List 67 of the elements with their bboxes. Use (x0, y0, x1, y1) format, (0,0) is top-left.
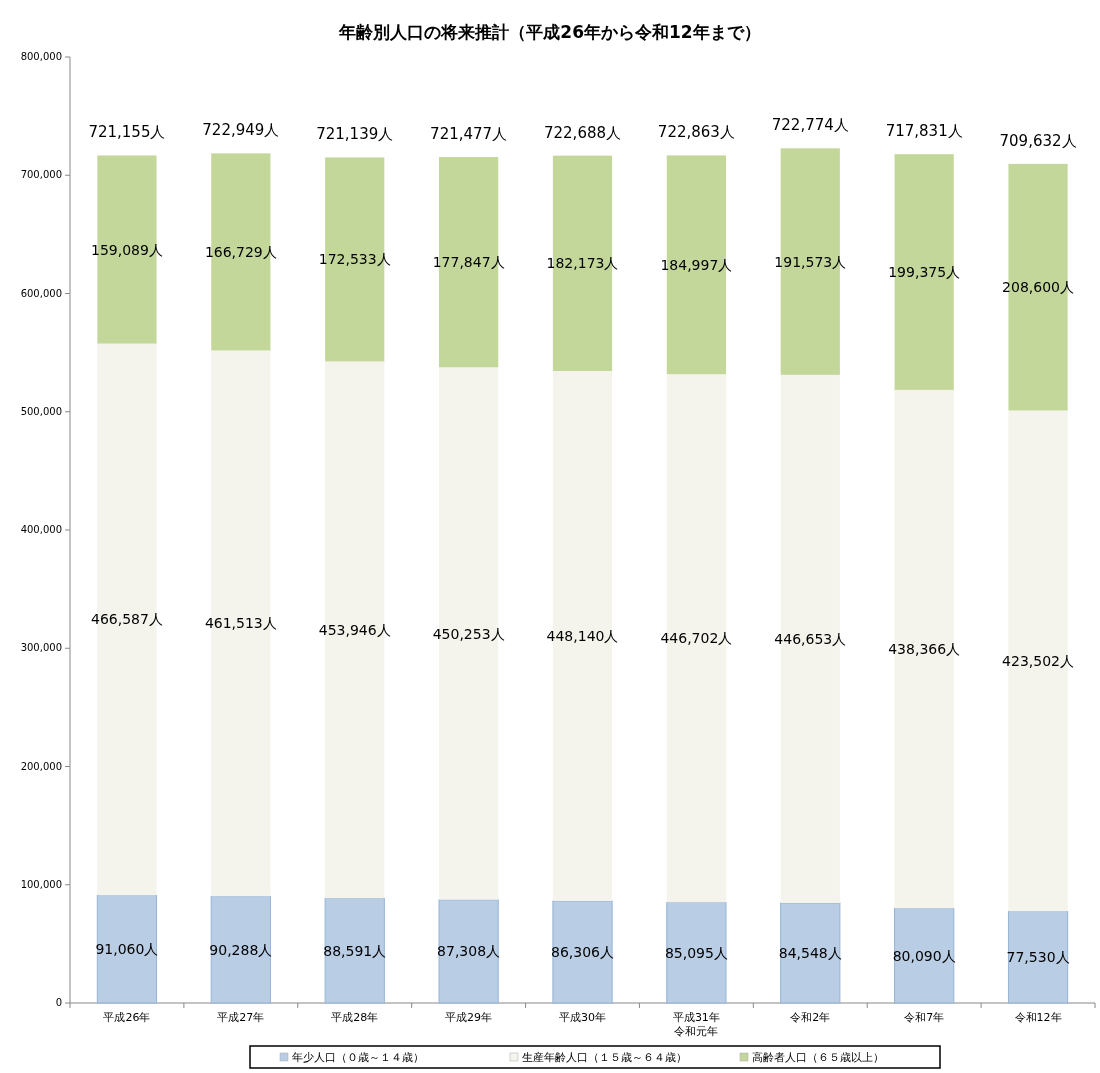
y-tick-label: 100,000 (20, 878, 62, 890)
annotation: 722,688人 (543, 123, 622, 142)
chart-title: 年齢別人口の将来推計（平成26年から令和12年まで） (338, 22, 761, 42)
data-label: 423,502人 (1002, 652, 1075, 669)
data-label: 182,173人 (546, 255, 619, 272)
x-tick-label: 平成31年令和元年 (672, 1011, 720, 1038)
y-tick-label: 800,000 (20, 51, 62, 62)
data-label: 172,533人 (318, 251, 391, 268)
bar (894, 907, 955, 1004)
annotation: 722,774人 (771, 116, 849, 135)
annotation: 709,632人 (999, 131, 1077, 150)
data-label: 446,702人 (660, 630, 733, 647)
data-label: 87,308人 (437, 943, 501, 960)
x-tick-label: 平成29年 (445, 1011, 493, 1024)
data-label: 450,253人 (432, 625, 505, 642)
data-label: 91,060人 (95, 941, 159, 958)
data-label: 466,587人 (90, 611, 163, 628)
bar (210, 895, 271, 1004)
x-tick-label: 令和2年 (790, 1011, 831, 1024)
data-label: 461,513人 (204, 615, 277, 632)
data-label: 453,946人 (318, 621, 391, 638)
y-tick-label: 200,000 (20, 760, 62, 772)
x-tick-label: 令和7年 (904, 1011, 945, 1024)
bar (438, 899, 499, 1004)
data-label: 448,140人 (546, 627, 619, 644)
data-label: 90,288人 (209, 941, 273, 958)
y-tick-label: 500,000 (20, 405, 62, 417)
data-label: 438,366人 (888, 641, 961, 658)
legend-label: 生産年齢人口（１５歳～６４歳） (522, 1051, 687, 1064)
y-tick-label: 700,000 (20, 169, 62, 181)
y-tick-label: 400,000 (20, 524, 62, 535)
x-tick-label: 平成30年 (559, 1011, 606, 1024)
x-tick-label: 平成27年 (217, 1011, 265, 1024)
bar (780, 902, 841, 1004)
annotation: 722,863人 (657, 123, 735, 142)
annotation: 722,949人 (202, 121, 280, 140)
legend-label: 高齢者人口（６５歳以上） (752, 1051, 884, 1064)
data-label: 177,847人 (432, 254, 505, 271)
bar (96, 894, 158, 1004)
data-label: 446,653人 (774, 630, 847, 647)
annotation: 717,831人 (885, 122, 963, 141)
x-tick-label: 令和12年 (1014, 1011, 1062, 1024)
data-label: 86,306人 (551, 943, 614, 960)
data-label: 84,548人 (778, 945, 842, 962)
bar (1007, 910, 1069, 1004)
x-tick-label: 平成26年 (103, 1011, 151, 1024)
bar (324, 897, 385, 1004)
x-tick-label: 平成28年 (331, 1011, 379, 1024)
annotation: 721,477人 (430, 125, 508, 144)
bar (666, 901, 727, 1004)
data-label: 77,530人 (1006, 949, 1070, 966)
data-label: 159,089人 (90, 241, 163, 258)
legend-label: 年少人口（０歳～１４歳） (292, 1051, 424, 1064)
data-label: 184,997人 (660, 256, 733, 273)
annotation: 721,139人 (316, 125, 394, 144)
y-tick-label: 600,000 (20, 287, 62, 299)
data-label: 199,375人 (888, 264, 961, 281)
data-label: 166,729人 (204, 243, 277, 260)
data-label: 191,573人 (774, 253, 847, 270)
data-label: 88,591人 (323, 942, 387, 959)
data-label: 80,090人 (892, 947, 956, 964)
y-tick-label: 300,000 (20, 642, 62, 654)
data-label: 208,600人 (1002, 279, 1075, 296)
annotation: 721,155人 (88, 123, 166, 142)
y-tick-label: 0 (55, 997, 62, 1008)
bar (552, 900, 613, 1004)
data-label: 85,095人 (664, 944, 728, 961)
